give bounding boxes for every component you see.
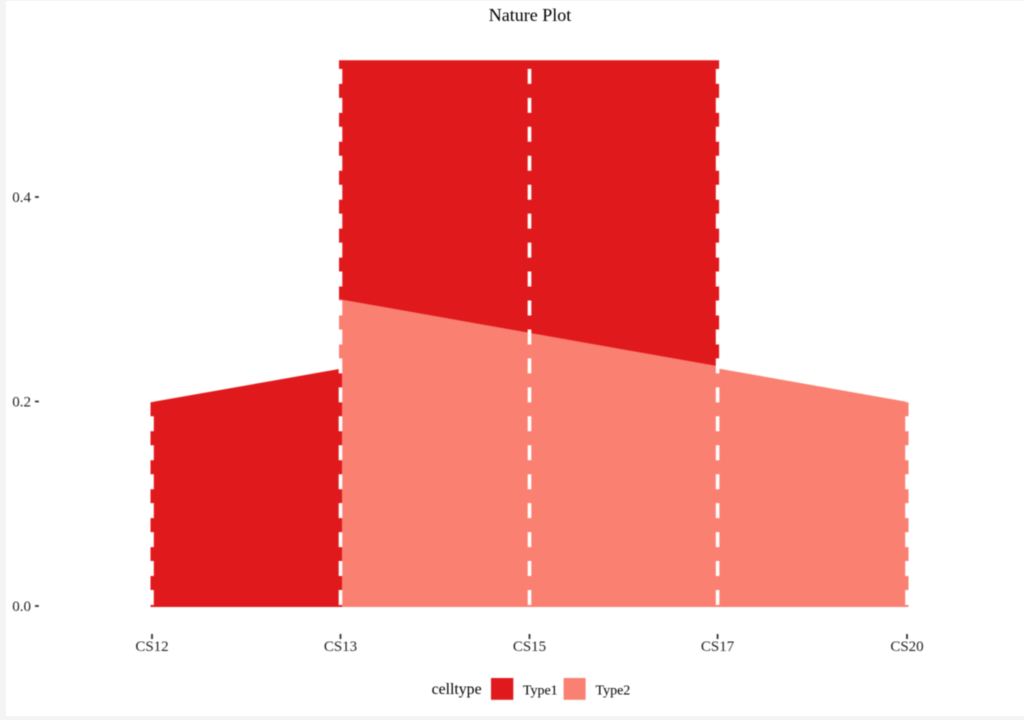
svg-text:celltype: celltype xyxy=(432,681,482,698)
svg-text:CS20: CS20 xyxy=(890,639,923,655)
svg-text:CS15: CS15 xyxy=(513,639,546,655)
svg-text:0.0: 0.0 xyxy=(12,599,31,615)
svg-text:0.4: 0.4 xyxy=(12,190,31,206)
svg-text:CS12: CS12 xyxy=(135,639,168,655)
svg-text:Type2: Type2 xyxy=(596,684,631,699)
svg-text:CS13: CS13 xyxy=(324,639,357,655)
svg-text:CS17: CS17 xyxy=(701,639,735,655)
svg-text:0.2: 0.2 xyxy=(12,395,31,411)
svg-text:Nature Plot: Nature Plot xyxy=(489,5,572,25)
svg-text:Type1: Type1 xyxy=(523,684,558,699)
